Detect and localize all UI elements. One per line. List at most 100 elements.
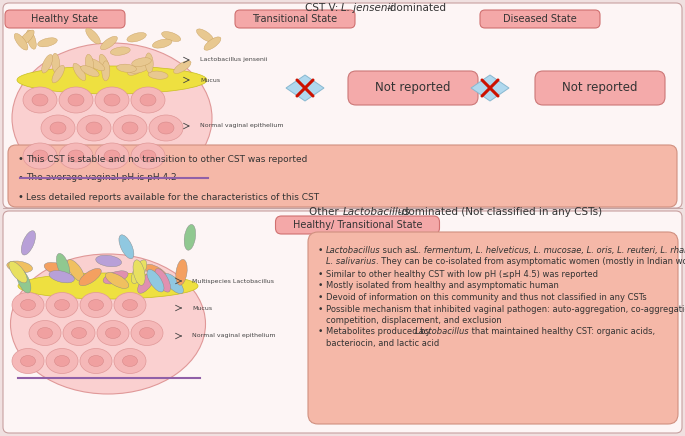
Ellipse shape	[88, 355, 103, 367]
Ellipse shape	[132, 58, 151, 67]
Ellipse shape	[105, 272, 129, 289]
FancyBboxPatch shape	[8, 145, 677, 207]
Ellipse shape	[38, 38, 58, 47]
Ellipse shape	[131, 143, 165, 169]
Ellipse shape	[138, 271, 155, 293]
Ellipse shape	[17, 66, 207, 94]
Ellipse shape	[86, 122, 102, 134]
FancyBboxPatch shape	[275, 216, 440, 234]
Ellipse shape	[71, 327, 86, 338]
Text: •: •	[318, 327, 323, 337]
Text: •: •	[18, 173, 24, 183]
Polygon shape	[286, 75, 324, 101]
Ellipse shape	[110, 47, 130, 55]
Ellipse shape	[12, 43, 212, 193]
Ellipse shape	[38, 327, 53, 338]
Ellipse shape	[96, 255, 121, 267]
Ellipse shape	[127, 64, 146, 75]
Ellipse shape	[77, 115, 111, 141]
Text: . They can be co-isolated from asymptomatic women (mostly in Indian women): . They can be co-isolated from asymptoma…	[376, 258, 685, 266]
FancyBboxPatch shape	[3, 211, 682, 433]
Ellipse shape	[129, 65, 148, 73]
Text: Normal vaginal epithelium: Normal vaginal epithelium	[200, 123, 284, 129]
Ellipse shape	[46, 293, 78, 317]
Ellipse shape	[12, 293, 44, 317]
Ellipse shape	[164, 273, 184, 293]
Ellipse shape	[99, 54, 110, 73]
Ellipse shape	[123, 355, 138, 367]
Ellipse shape	[173, 61, 191, 73]
Ellipse shape	[67, 259, 84, 282]
Ellipse shape	[114, 293, 146, 317]
Ellipse shape	[87, 58, 105, 71]
Text: Other: Other	[310, 207, 342, 217]
Ellipse shape	[56, 253, 70, 278]
Ellipse shape	[184, 225, 196, 250]
Text: Mucus: Mucus	[192, 306, 212, 310]
FancyBboxPatch shape	[5, 10, 125, 28]
Ellipse shape	[32, 94, 48, 106]
Ellipse shape	[18, 273, 198, 299]
Text: •: •	[18, 192, 24, 202]
Text: L. jensenii: L. jensenii	[342, 3, 394, 13]
Text: such as: such as	[380, 246, 417, 255]
Text: •: •	[18, 154, 24, 164]
Ellipse shape	[59, 87, 93, 113]
Text: Devoid of information on this community and thus not classified in any CSTs: Devoid of information on this community …	[326, 293, 647, 302]
Text: Diseased State: Diseased State	[503, 14, 577, 24]
Ellipse shape	[145, 264, 168, 281]
Ellipse shape	[197, 29, 214, 42]
Ellipse shape	[55, 355, 69, 367]
Ellipse shape	[27, 30, 36, 49]
Ellipse shape	[16, 269, 31, 293]
Ellipse shape	[86, 28, 100, 44]
Ellipse shape	[122, 122, 138, 134]
Ellipse shape	[119, 235, 134, 259]
Text: Lactobacillus: Lactobacillus	[415, 327, 470, 337]
Text: Less detailed reports available for the characteristics of this CST: Less detailed reports available for the …	[26, 193, 319, 201]
Ellipse shape	[104, 94, 120, 106]
Ellipse shape	[12, 348, 44, 374]
Ellipse shape	[101, 36, 117, 50]
Ellipse shape	[149, 115, 183, 141]
Ellipse shape	[19, 30, 34, 46]
Ellipse shape	[79, 269, 101, 286]
Text: Normal vaginal epithelium: Normal vaginal epithelium	[192, 334, 275, 338]
Ellipse shape	[50, 122, 66, 134]
Text: L. salivarius: L. salivarius	[326, 258, 376, 266]
FancyBboxPatch shape	[3, 3, 682, 208]
Text: The average vaginal pH is pH 4.2: The average vaginal pH is pH 4.2	[26, 174, 177, 183]
Ellipse shape	[95, 87, 129, 113]
Ellipse shape	[104, 150, 120, 162]
Ellipse shape	[44, 262, 69, 275]
Ellipse shape	[86, 54, 94, 74]
Text: Multispecies Lactobacillus: Multispecies Lactobacillus	[192, 279, 274, 283]
Ellipse shape	[176, 259, 187, 285]
Text: Similar to other healthy CST with low pH (≤pH 4.5) was reported: Similar to other healthy CST with low pH…	[326, 270, 598, 279]
Text: that maintained healthy CST: organic acids,: that maintained healthy CST: organic aci…	[469, 327, 655, 337]
Ellipse shape	[63, 320, 95, 345]
Ellipse shape	[131, 87, 165, 113]
Ellipse shape	[59, 143, 93, 169]
Text: Healthy State: Healthy State	[32, 14, 99, 24]
Ellipse shape	[29, 320, 61, 345]
Text: •: •	[318, 246, 323, 255]
Ellipse shape	[204, 37, 221, 50]
Ellipse shape	[132, 260, 147, 283]
Polygon shape	[471, 75, 509, 101]
Ellipse shape	[147, 269, 164, 292]
Ellipse shape	[148, 71, 168, 79]
Ellipse shape	[23, 87, 57, 113]
Text: •: •	[318, 270, 323, 279]
Ellipse shape	[49, 271, 75, 283]
Ellipse shape	[116, 64, 136, 72]
Text: •: •	[318, 304, 323, 313]
Ellipse shape	[113, 115, 147, 141]
Ellipse shape	[42, 54, 53, 73]
Ellipse shape	[95, 143, 129, 169]
Text: Metabolites produced by: Metabolites produced by	[326, 327, 433, 337]
Text: L. fermentum, L. helveticus, L. mucosae, L. oris, L. reuteri, L. rhamnosus,: L. fermentum, L. helveticus, L. mucosae,…	[414, 246, 685, 255]
Ellipse shape	[127, 33, 147, 42]
FancyBboxPatch shape	[235, 10, 355, 28]
Ellipse shape	[73, 63, 86, 81]
